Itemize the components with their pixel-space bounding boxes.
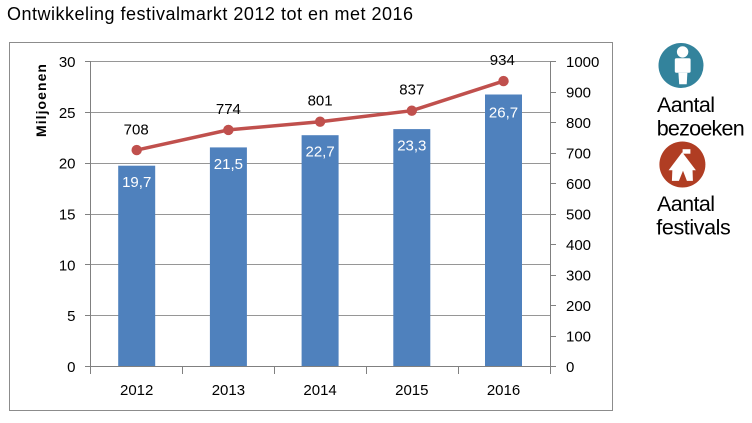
svg-text:15: 15 [59, 207, 76, 224]
svg-text:900: 900 [566, 85, 591, 102]
svg-text:10: 10 [59, 257, 76, 274]
svg-text:800: 800 [566, 115, 591, 132]
svg-text:21,5: 21,5 [214, 156, 243, 173]
svg-text:20: 20 [59, 156, 76, 173]
svg-text:5: 5 [67, 308, 75, 325]
svg-text:934: 934 [490, 52, 515, 69]
svg-text:708: 708 [124, 121, 149, 138]
svg-text:400: 400 [566, 237, 591, 254]
svg-text:837: 837 [399, 82, 424, 99]
svg-text:774: 774 [216, 101, 241, 118]
svg-text:801: 801 [308, 93, 333, 110]
svg-text:2016: 2016 [487, 382, 520, 399]
svg-text:1000: 1000 [566, 54, 599, 71]
svg-text:2015: 2015 [395, 382, 428, 399]
svg-text:0: 0 [566, 359, 574, 376]
svg-text:500: 500 [566, 207, 591, 224]
svg-text:700: 700 [566, 146, 591, 163]
svg-text:0: 0 [67, 359, 75, 376]
svg-text:Ontwikkeling festivalmarkt 201: Ontwikkeling festivalmarkt 2012 tot en m… [7, 4, 413, 24]
svg-text:2014: 2014 [303, 382, 336, 399]
svg-text:19,7: 19,7 [122, 174, 151, 191]
svg-text:Aantal: Aantal [657, 192, 715, 216]
svg-text:300: 300 [566, 268, 591, 285]
svg-text:23,3: 23,3 [397, 138, 426, 155]
svg-text:30: 30 [59, 54, 76, 71]
svg-text:25: 25 [59, 105, 76, 122]
svg-text:Miljoenen: Miljoenen [33, 64, 49, 137]
svg-text:bezoeken: bezoeken [657, 116, 745, 140]
svg-text:2013: 2013 [212, 382, 245, 399]
svg-text:2012: 2012 [120, 382, 153, 399]
svg-text:100: 100 [566, 329, 591, 346]
svg-text:22,7: 22,7 [305, 144, 334, 161]
svg-text:festivals: festivals [656, 216, 731, 240]
svg-text:Aantal: Aantal [657, 93, 715, 117]
svg-text:26,7: 26,7 [489, 104, 518, 121]
svg-text:200: 200 [566, 298, 591, 315]
svg-text:600: 600 [566, 176, 591, 193]
